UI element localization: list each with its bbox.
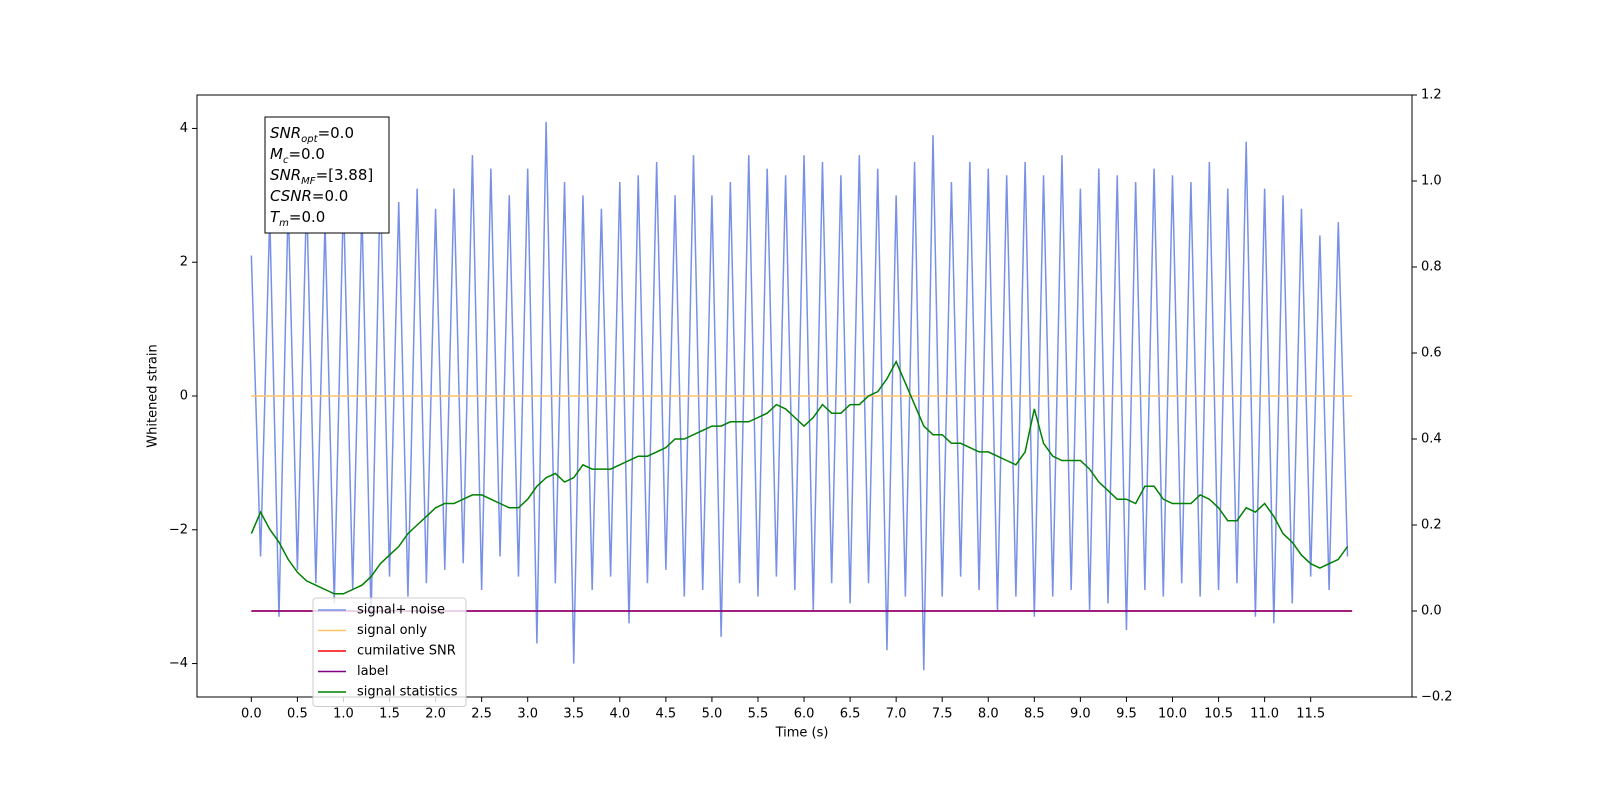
x-axis-label: Time (s) [775, 726, 829, 741]
x-tick-label: 9.0 [1070, 707, 1091, 722]
y2-tick-label: 0.6 [1421, 346, 1442, 361]
legend-label: label [357, 664, 388, 679]
annotation-symbol: T [270, 208, 281, 226]
y2-tick-label: 0.4 [1421, 432, 1442, 447]
annotation-line: Mc=0.0 [270, 145, 325, 166]
y2-tick-label: 0.8 [1421, 260, 1442, 275]
x-tick-label: 3.0 [517, 707, 538, 722]
x-tick-label: 9.5 [1116, 707, 1137, 722]
annotation-symbol: CSNR [270, 187, 312, 205]
y-axis-label: Whitened strain [146, 344, 161, 447]
annotation-subscript: opt [301, 134, 318, 145]
x-tick-label: 5.0 [702, 707, 723, 722]
legend-label: signal only [357, 623, 427, 638]
x-tick-label: 3.5 [563, 707, 584, 722]
y-tick-label: −4 [169, 656, 188, 671]
x-tick-label: 4.5 [656, 707, 677, 722]
annotation-value: =0.0 [318, 124, 354, 142]
y-tick-label: 2 [180, 255, 188, 270]
legend-label: cumilative SNR [357, 644, 456, 659]
y2-tick-label: −0.2 [1421, 690, 1453, 705]
x-tick-label: 11.5 [1296, 707, 1325, 722]
annotation-frame [264, 116, 390, 234]
y2-tick-label: 0.0 [1421, 604, 1442, 619]
annotation-box: SNRopt=0.0Mc=0.0SNRMF=[3.88]CSNR=0.0Tm=0… [264, 116, 390, 234]
annotation-symbol: M [270, 145, 283, 163]
y-tick-label: 4 [180, 121, 188, 136]
x-tick-label: 2.0 [425, 707, 446, 722]
x-tick-label: 11.0 [1250, 707, 1279, 722]
x-tick-label: 6.5 [840, 707, 861, 722]
y-tick-label: 0 [180, 389, 188, 404]
x-tick-label: 7.0 [886, 707, 907, 722]
x-tick-label: 7.5 [932, 707, 953, 722]
x-tick-label: 8.5 [1024, 707, 1045, 722]
annotation-subscript: m [279, 218, 289, 229]
annotation-value: =[3.88] [316, 166, 374, 184]
annotation-value: =0.0 [288, 145, 324, 163]
annotation-line: SNRopt=0.0 [270, 124, 354, 145]
annotation-subscript: c [283, 155, 289, 166]
legend-frame [312, 597, 467, 707]
series-line [250, 121, 1349, 671]
x-tick-label: 0.0 [241, 707, 262, 722]
x-tick-label: 10.5 [1204, 707, 1233, 722]
x-tick-label: 1.5 [379, 707, 400, 722]
x-tick-label: 5.5 [748, 707, 769, 722]
y2-tick-label: 1.2 [1421, 88, 1442, 103]
series-line [250, 359, 1349, 595]
legend-label: signal+ noise [357, 603, 445, 618]
annotation-line: Tm=0.0 [270, 208, 325, 229]
x-tick-label: 6.0 [794, 707, 815, 722]
annotation-value: =0.0 [312, 187, 348, 205]
x-tick-label: 10.0 [1158, 707, 1187, 722]
y2-tick-label: 1.0 [1421, 174, 1442, 189]
x-tick-label: 2.5 [471, 707, 492, 722]
x-tick-label: 1.0 [333, 707, 354, 722]
annotation-symbol: SNR [270, 166, 301, 184]
y-tick-label: −2 [169, 522, 188, 537]
legend-label: signal statistics [357, 685, 458, 700]
x-tick-label: 8.0 [978, 707, 999, 722]
annotation-subscript: MF [301, 176, 316, 187]
annotation-symbol: SNR [270, 124, 301, 142]
annotation-value: =0.0 [289, 208, 325, 226]
y2-tick-label: 0.2 [1421, 518, 1442, 533]
legend: signal+ noise signal only cumilative SNR la… [312, 597, 467, 707]
annotation-line: SNRMF=[3.88] [270, 166, 373, 187]
x-tick-label: 4.0 [609, 707, 630, 722]
annotation-line: CSNR=0.0 [270, 187, 348, 205]
x-tick-label: 0.5 [287, 707, 308, 722]
